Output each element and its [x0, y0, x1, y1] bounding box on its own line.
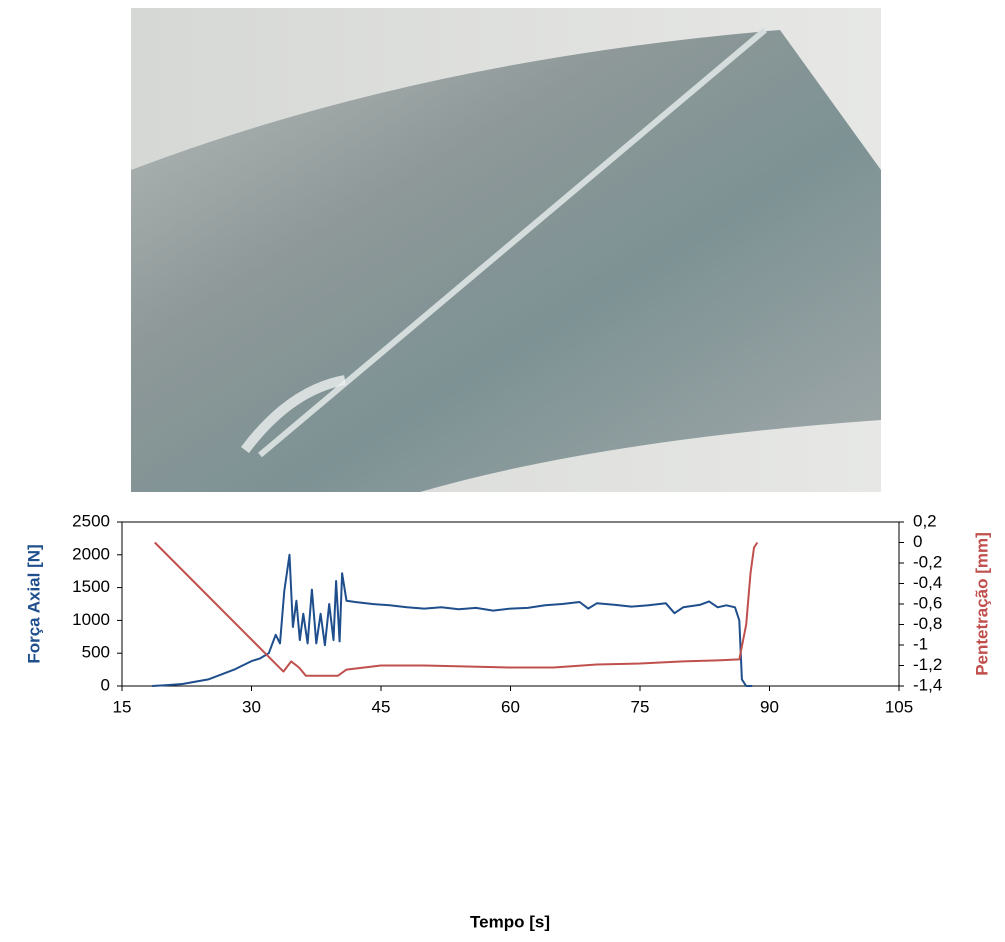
y-tick-label: 2000 [72, 544, 110, 563]
x-tick-label: 15 [113, 697, 132, 716]
y-axis-title: Força Axial [N] [24, 544, 43, 663]
y-tick-label: 500 [82, 643, 110, 662]
y-tick-label: 1500 [72, 577, 110, 596]
plot-frame [121, 521, 900, 687]
x-tick-label: 75 [631, 697, 650, 716]
x-tick-label: 105 [885, 697, 913, 716]
y2-tick-label: -0,8 [913, 614, 942, 633]
data-line [152, 553, 753, 687]
y2-tick-label: -1,2 [913, 655, 942, 674]
y2-tick-label: -0,6 [913, 593, 942, 612]
y2-tick-label: -1,4 [913, 675, 942, 694]
y2-tick-label: 0,2 [913, 511, 937, 530]
x-tick-label: 90 [760, 697, 779, 716]
photo [131, 8, 881, 492]
x-tick-label: 45 [372, 697, 391, 716]
y-tick-label: 0 [101, 675, 110, 694]
y2-tick-label: -1 [913, 634, 928, 653]
y-tick-label: 2500 [72, 511, 110, 530]
y2-tick-label: 0 [913, 532, 922, 551]
y2-tick-label: -0,4 [913, 573, 942, 592]
x-tick-label: 60 [501, 697, 520, 716]
data-line [154, 541, 759, 677]
x-tick-label: 30 [242, 697, 261, 716]
y2-tick-label: -0,2 [913, 552, 942, 571]
x-axis-title: Tempo [s] [470, 912, 550, 931]
y2-axis-title: Pentetração [mm] [972, 532, 991, 676]
chart: Tempo [s] Força Axial [N] Pentetração [m… [24, 521, 991, 931]
y-tick-label: 1000 [72, 610, 110, 629]
